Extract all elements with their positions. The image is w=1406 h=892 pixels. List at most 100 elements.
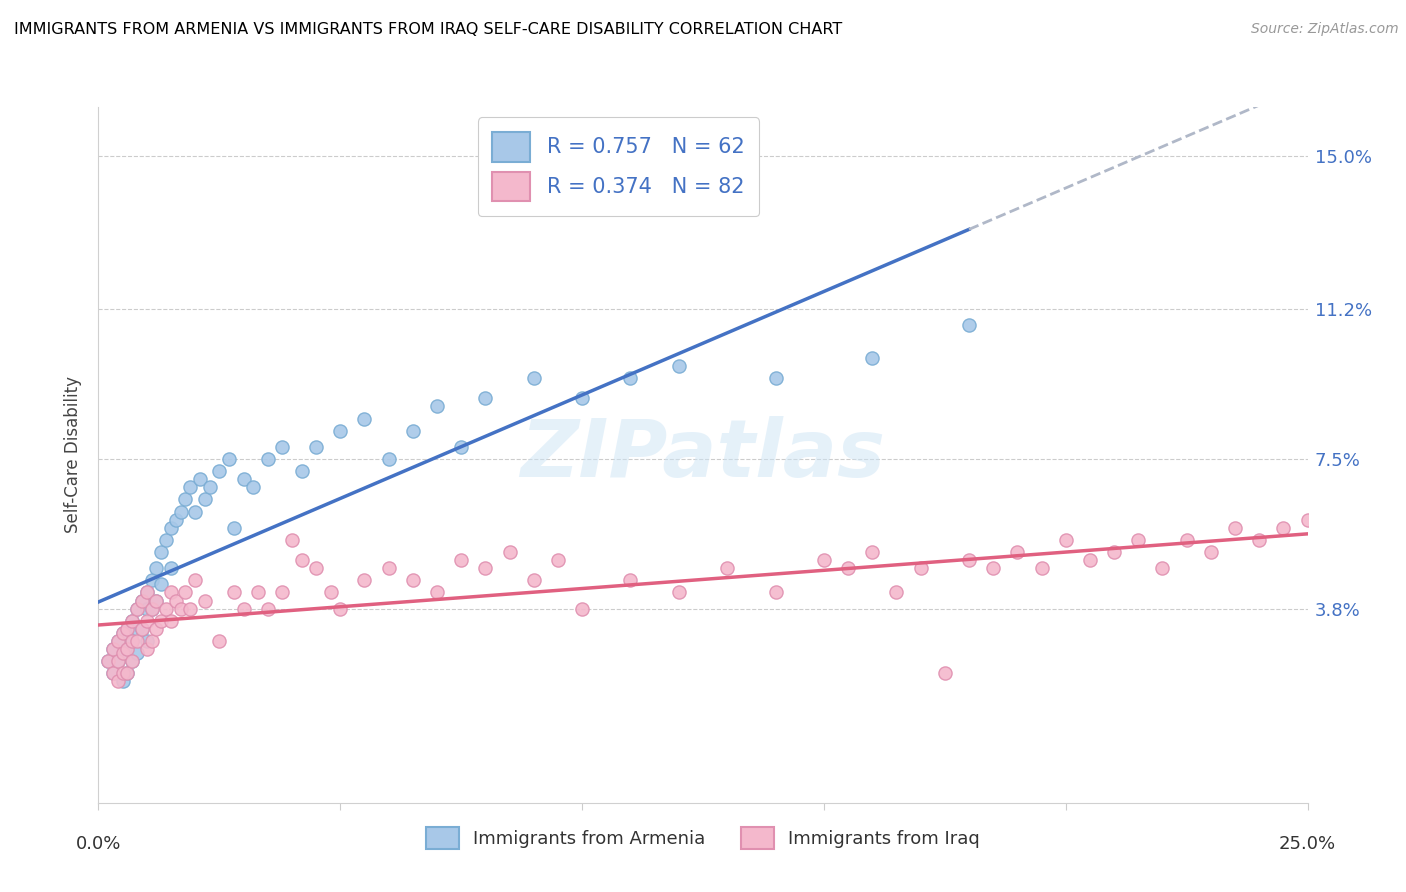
Point bbox=[179, 480, 201, 494]
Point bbox=[131, 622, 153, 636]
Point bbox=[135, 585, 157, 599]
Point bbox=[121, 614, 143, 628]
Point bbox=[131, 593, 153, 607]
Point bbox=[765, 371, 787, 385]
Point bbox=[141, 601, 163, 615]
Point bbox=[498, 545, 520, 559]
Point bbox=[101, 666, 124, 681]
Point bbox=[145, 593, 167, 607]
Point bbox=[813, 553, 835, 567]
Point bbox=[97, 654, 120, 668]
Point bbox=[957, 318, 980, 333]
Point bbox=[1249, 533, 1271, 547]
Point bbox=[402, 424, 425, 438]
Point bbox=[474, 561, 496, 575]
Point bbox=[934, 666, 956, 681]
Point bbox=[247, 585, 270, 599]
Point bbox=[127, 622, 149, 636]
Point bbox=[121, 634, 143, 648]
Point bbox=[290, 553, 312, 567]
Point bbox=[1199, 545, 1222, 559]
Point bbox=[150, 577, 173, 591]
Point bbox=[169, 504, 191, 518]
Point bbox=[127, 646, 149, 660]
Point bbox=[716, 561, 738, 575]
Point bbox=[117, 642, 139, 657]
Point bbox=[127, 634, 149, 648]
Point bbox=[121, 634, 143, 648]
Point bbox=[668, 585, 690, 599]
Point bbox=[179, 601, 201, 615]
Point bbox=[222, 585, 245, 599]
Point bbox=[1223, 521, 1246, 535]
Point bbox=[160, 561, 183, 575]
Point bbox=[145, 593, 167, 607]
Point bbox=[150, 545, 173, 559]
Point bbox=[121, 654, 143, 668]
Point bbox=[329, 601, 352, 615]
Point bbox=[222, 521, 245, 535]
Text: IMMIGRANTS FROM ARMENIA VS IMMIGRANTS FROM IRAQ SELF-CARE DISABILITY CORRELATION: IMMIGRANTS FROM ARMENIA VS IMMIGRANTS FR… bbox=[14, 22, 842, 37]
Point bbox=[111, 626, 134, 640]
Point bbox=[101, 666, 124, 681]
Point bbox=[107, 634, 129, 648]
Point bbox=[141, 574, 163, 588]
Point bbox=[402, 574, 425, 588]
Point bbox=[619, 574, 641, 588]
Point bbox=[1175, 533, 1198, 547]
Point bbox=[981, 561, 1004, 575]
Point bbox=[117, 666, 139, 681]
Point bbox=[121, 654, 143, 668]
Point bbox=[547, 553, 569, 567]
Point bbox=[194, 492, 217, 507]
Point bbox=[377, 452, 399, 467]
Point bbox=[131, 593, 153, 607]
Point bbox=[194, 593, 217, 607]
Point bbox=[111, 674, 134, 689]
Y-axis label: Self-Care Disability: Self-Care Disability bbox=[65, 376, 83, 533]
Point bbox=[145, 561, 167, 575]
Point bbox=[765, 585, 787, 599]
Point bbox=[101, 642, 124, 657]
Point bbox=[232, 601, 254, 615]
Point bbox=[155, 533, 177, 547]
Point bbox=[117, 642, 139, 657]
Point bbox=[668, 359, 690, 373]
Point bbox=[450, 440, 472, 454]
Point bbox=[107, 674, 129, 689]
Point bbox=[135, 634, 157, 648]
Point bbox=[117, 666, 139, 681]
Point bbox=[450, 553, 472, 567]
Point bbox=[160, 521, 183, 535]
Point bbox=[97, 654, 120, 668]
Point bbox=[198, 480, 221, 494]
Point bbox=[271, 585, 294, 599]
Point bbox=[107, 634, 129, 648]
Point bbox=[208, 464, 231, 478]
Point bbox=[571, 601, 593, 615]
Point bbox=[957, 553, 980, 567]
Point bbox=[101, 642, 124, 657]
Point bbox=[169, 601, 191, 615]
Point bbox=[165, 513, 187, 527]
Point bbox=[1007, 545, 1029, 559]
Point bbox=[910, 561, 932, 575]
Point bbox=[377, 561, 399, 575]
Point bbox=[523, 574, 546, 588]
Point bbox=[256, 452, 278, 467]
Point bbox=[184, 504, 207, 518]
Point bbox=[111, 646, 134, 660]
Point bbox=[860, 545, 883, 559]
Point bbox=[160, 585, 183, 599]
Point bbox=[127, 601, 149, 615]
Point bbox=[837, 561, 859, 575]
Point bbox=[329, 424, 352, 438]
Point bbox=[619, 371, 641, 385]
Point bbox=[1054, 533, 1077, 547]
Point bbox=[256, 601, 278, 615]
Point bbox=[111, 666, 134, 681]
Text: 0.0%: 0.0% bbox=[76, 835, 121, 853]
Point bbox=[319, 585, 342, 599]
Point bbox=[145, 622, 167, 636]
Point bbox=[117, 622, 139, 636]
